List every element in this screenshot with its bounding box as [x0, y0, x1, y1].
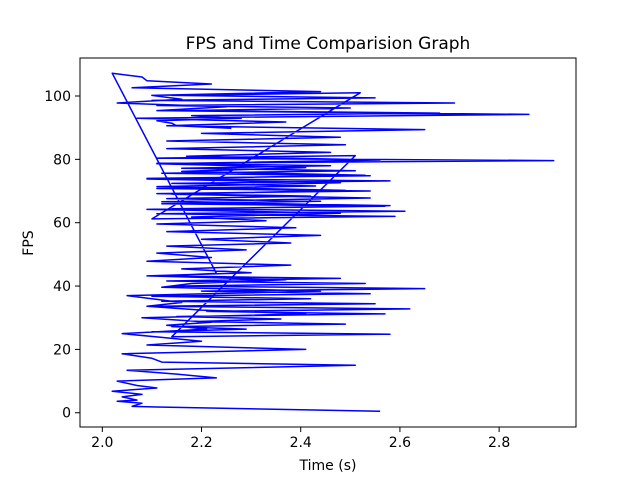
plot-area [111, 72, 555, 412]
y-tick-label: 0 [62, 406, 71, 422]
y-tick-label: 20 [53, 342, 71, 358]
y-tick-label: 100 [44, 89, 71, 105]
x-tick-label: 2.2 [190, 435, 212, 451]
x-tick-label: 2.0 [91, 435, 113, 451]
series-line-0 [111, 72, 555, 412]
x-axis-ticks: 2.0 2.2 2.4 2.6 2.8 [91, 427, 510, 451]
x-tick-label: 2.8 [488, 435, 510, 451]
x-axis-label: Time (s) [299, 458, 357, 474]
y-axis-ticks: 0 20 40 60 80 100 [44, 89, 80, 422]
x-tick-label: 2.4 [290, 435, 312, 451]
y-tick-label: 60 [53, 216, 71, 232]
y-axis-label: FPS [21, 230, 37, 255]
y-tick-label: 40 [53, 279, 71, 295]
y-tick-label: 80 [53, 152, 71, 168]
axes-frame [79, 57, 577, 428]
x-tick-label: 2.6 [389, 435, 411, 451]
chart-title: FPS and Time Comparision Graph [186, 34, 471, 54]
